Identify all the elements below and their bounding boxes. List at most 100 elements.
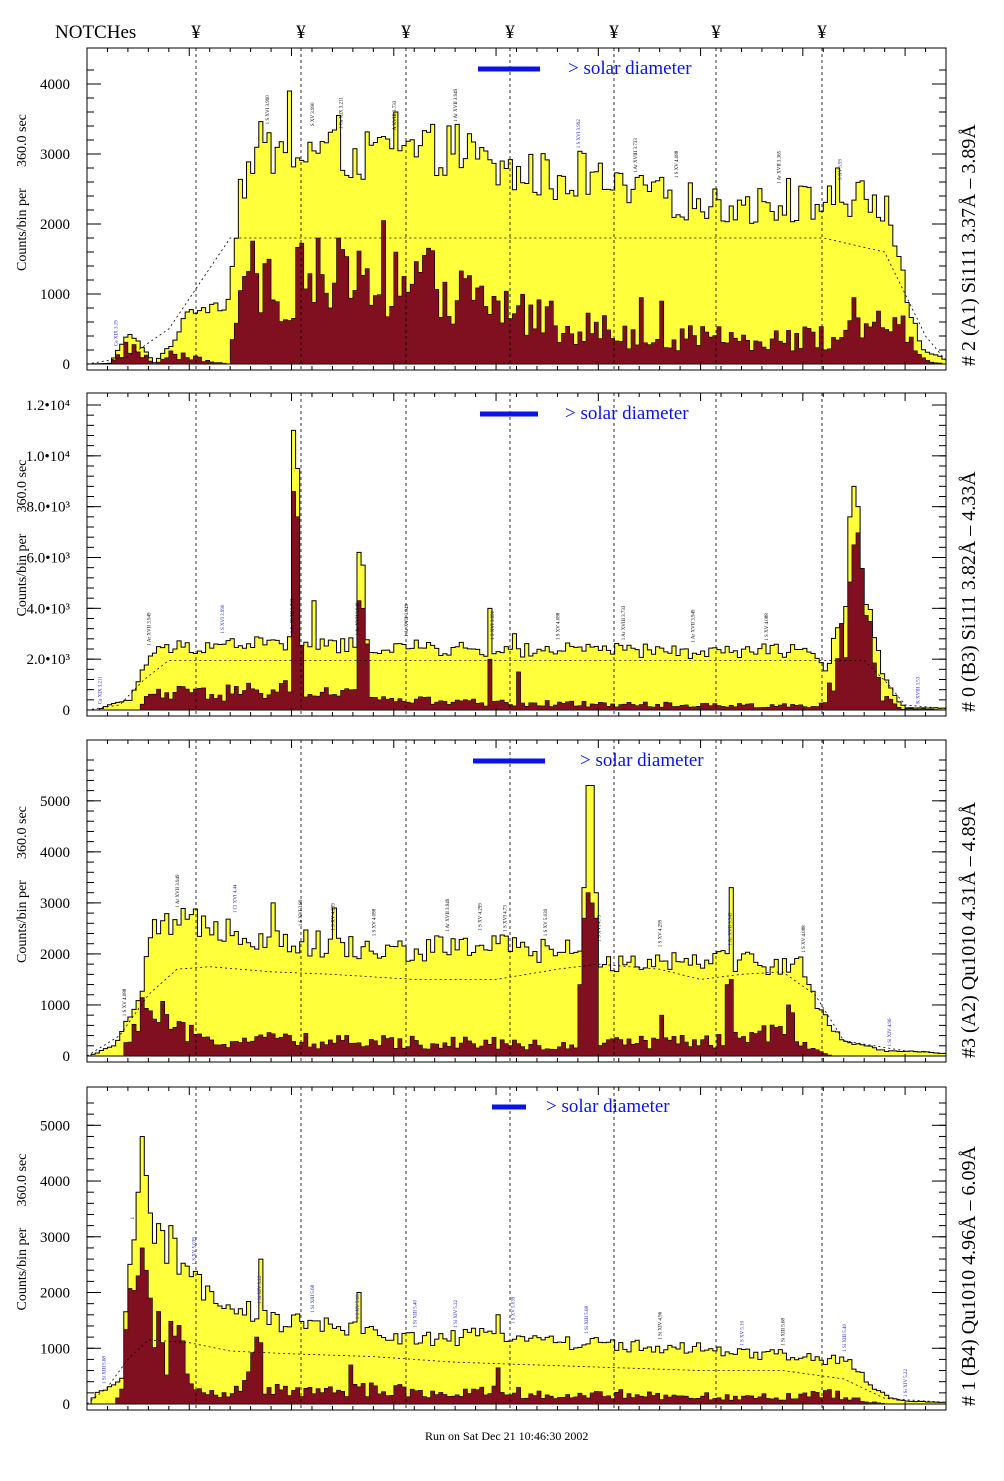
y-axis-label: Counts/bin per	[15, 533, 30, 616]
y-tick-label: 1000	[40, 998, 70, 1014]
solar-diameter-legend: > solar diameter	[565, 403, 689, 424]
y-tick-label: 2.0•10³	[27, 652, 71, 668]
notch-symbol: ¥	[401, 22, 411, 43]
notch-symbol: ¥	[817, 22, 827, 43]
model-curve	[86, 660, 947, 711]
spectral-line-label: 1 S XVI 4.73	[503, 905, 508, 932]
y-axis-time-label: 360.0 sec	[15, 460, 30, 513]
y-tick-label: 1.2•10⁴	[26, 398, 70, 414]
solar-diameter-legend: > solar diameter	[580, 750, 704, 771]
spectral-line-label: 1 Si XIV 4.96	[888, 1018, 893, 1046]
spectral-line-label: Ca XIX 3.19	[115, 320, 120, 346]
y-tick-label: 4.0•10³	[27, 601, 71, 617]
y-tick-label: 5000	[40, 1118, 70, 1134]
spectral-line-label: 1 S XVI 3.990	[221, 604, 226, 634]
model-curve	[86, 1339, 947, 1405]
spectral-line-label: 1 Ar XVIII 3.733	[291, 598, 296, 633]
line-counts-histogram	[87, 220, 947, 365]
spectral-line-label: K XVIII 3.53	[916, 676, 921, 704]
spectral-line-label: 1 S XV 5.039	[192, 1237, 197, 1265]
spectral-line-label: 1	[131, 1216, 136, 1219]
spectral-line-label: 1 Si XIII 5.68	[781, 1318, 786, 1346]
panel-channel-label: # 2 (A1) Si111 3.37Å – 3.89Å	[958, 124, 980, 366]
spectral-line-label: 1 Si XIII 5.68	[102, 1356, 107, 1384]
spectral-line-label: 1 S XVI 3.990	[266, 95, 271, 125]
total-counts-histogram	[87, 429, 947, 711]
total-counts-histogram	[87, 785, 947, 1057]
y-tick-label: 1000	[40, 1341, 70, 1357]
spectrum-panel-2: 0 2.0•10³ 4.0•10³ 6.0•10³ 8.0•10³ 1.0•10⁴ 1.2•…	[15, 392, 980, 719]
spectral-line-label: 1 Ar XVIII 3.733	[622, 605, 627, 640]
y-axis-time-label: 360.0 sec	[15, 114, 30, 167]
spectral-line-label: 1 Cl XVI 4.44	[233, 884, 238, 913]
y-tick-label: 4000	[40, 845, 70, 861]
spectral-line-label: 1 S XVI 3.990	[491, 610, 496, 640]
spectral-line-label: 1 Ar XVII 3.365	[777, 150, 782, 184]
y-tick-label: 0	[63, 1397, 71, 1413]
y-axis-label: Counts/bin per	[15, 1227, 30, 1310]
model-curve	[86, 237, 947, 365]
spectrum-panel-1: 0 1000 2000 3000 4000 Counts/bin per 360.0 sec…	[15, 47, 980, 373]
spectral-line-label: 1 S XVI 4.73	[597, 915, 602, 942]
spectral-line-label: 1 Si XIV 4.96	[659, 1311, 664, 1339]
y-tick-label: 4000	[40, 1174, 70, 1190]
y-tick-label: 0	[63, 1049, 71, 1065]
spectral-line-label: 1 Si XIII 5.40	[843, 1324, 848, 1352]
notch-title: NOTCHes	[55, 22, 136, 43]
notch-symbol: ¥	[296, 22, 306, 43]
spectral-line-label: 1 Si XIV 5.22	[258, 1275, 263, 1303]
spectral-line-label: 1 Ar XVII 3.949	[454, 88, 459, 122]
y-tick-label: 5000	[40, 794, 70, 810]
spectral-line-label: 1 S XV 4.088	[372, 908, 377, 936]
panel-channel-label: # 0 (B3) Si111 3.82Å – 4.33Å	[958, 471, 980, 712]
model-curve	[86, 963, 947, 1057]
notch-symbol: ¥	[609, 22, 619, 43]
y-tick-label: 4000	[40, 77, 70, 93]
spectral-line-label: 1 S XV 4.088	[675, 150, 680, 178]
y-tick-label: 1000	[40, 287, 70, 303]
y-tick-label: 0	[63, 703, 71, 719]
spectral-line-label: S XV 3.99	[839, 158, 844, 180]
y-tick-label: 2000	[40, 217, 70, 233]
spectral-line-label: Ca XIX 3.211	[98, 676, 103, 705]
spectral-line-label: 1 Ar XVII 3.949	[446, 898, 451, 932]
panel-channel-label: # 1 (B4) Qu1010 4.96Å – 6.09Å	[958, 1145, 980, 1406]
spectral-line-label: 1 Si XIV 5.22	[454, 1299, 459, 1327]
spectral-line-label: 1 S XV 5.10	[356, 1294, 361, 1319]
spectral-line-label: 1 Ar XVII 3.949	[405, 604, 410, 638]
notch-symbol: ¥	[711, 22, 721, 43]
line-counts-histogram	[87, 892, 946, 1057]
line-counts-histogram	[87, 491, 947, 711]
notch-symbol: ¥	[505, 22, 515, 43]
spectral-line-label: 1 S XV 4.088	[123, 988, 128, 1016]
spectral-line-label: 1 S XVI 3.992	[577, 119, 582, 149]
spectral-line-label: 1 S XV 4.088	[802, 925, 807, 953]
y-tick-label: 8.0•10³	[27, 500, 71, 516]
spectrum-panel-4: 0 1000 2000 3000 4000 5000 Counts/bin per 360.0…	[15, 1086, 980, 1413]
y-tick-label: 3000	[40, 896, 70, 912]
total-counts-histogram	[87, 1135, 947, 1405]
spectral-line-label: 1 S XVI 3.99	[299, 899, 304, 926]
y-axis-time-label: 360.0 sec	[15, 806, 30, 859]
notch-symbols: ¥ ¥ ¥ ¥ ¥ ¥ ¥	[191, 22, 827, 43]
spectral-line-label: A XVIII 3.733	[393, 100, 398, 130]
spectral-line-label: 1 S XV 5.039	[544, 908, 549, 936]
spectral-line-label: 1 Ar XVII 3.949	[356, 602, 361, 636]
spectral-line-label: 1 S XV 4.088	[557, 612, 562, 640]
spectral-line-label: 1 Si XIII 5.40	[413, 1300, 418, 1328]
spectral-line-label: 1 Ar XVIII 3.733	[634, 138, 639, 173]
spectral-line-label: 1 Si XIV 5.22	[904, 1369, 909, 1397]
spectral-line-label: 1 Ar XVII 3.949	[176, 874, 181, 908]
spectral-line-label: 1 Ar XVII 3.949	[691, 609, 696, 643]
spectral-line-label: 1 S XV 5.039	[512, 1296, 517, 1324]
spectral-line-label: 1 Si XIII 5.68	[311, 1284, 316, 1312]
run-timestamp: Run on Sat Dec 21 10:46:30 2002	[425, 1429, 588, 1443]
spectral-line-label: 1 S XV 4.299	[332, 903, 337, 931]
spectral-line-label: 1 S XV 4.299	[479, 903, 484, 931]
spectral-line-label: 1 Ar XVII 3.949	[728, 912, 733, 946]
spectral-line-label: 1 S XV 4.299	[659, 919, 664, 947]
solar-diameter-legend: > solar diameter	[546, 1096, 670, 1117]
notch-symbol: ¥	[191, 22, 201, 43]
